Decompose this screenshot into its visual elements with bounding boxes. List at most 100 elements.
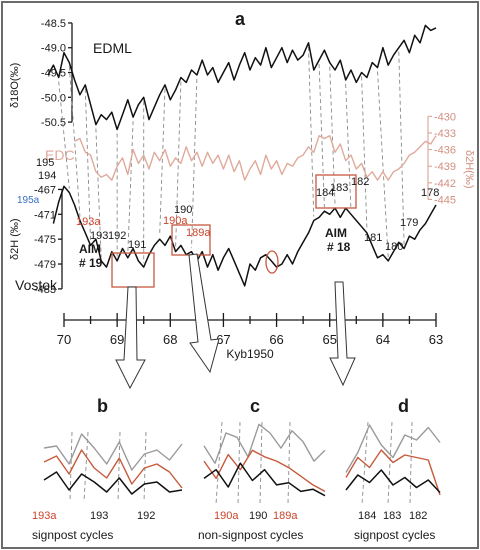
cycle-label-191: 191 xyxy=(128,239,146,251)
correlation-dash xyxy=(398,51,405,245)
series-label-edc: EDC xyxy=(45,147,75,163)
vostok-tick-label: -483 xyxy=(34,284,56,296)
correlation-dash xyxy=(345,83,352,211)
g-sub-d-dash xyxy=(387,421,393,505)
edml-tick-label: -49.5 xyxy=(41,68,66,80)
g-sub-c-dash xyxy=(259,421,263,505)
g-sub-d-dash xyxy=(409,421,413,505)
edc-curve xyxy=(74,135,437,181)
edml-tick-label: -50.0 xyxy=(41,92,66,104)
edc-tick-label: -430 xyxy=(434,111,456,123)
g-sub-c-red-curve xyxy=(203,449,326,493)
g-sub-b-dash xyxy=(143,431,147,503)
edc-tick-label: -433 xyxy=(434,128,456,140)
edml-tick-label: -50.5 xyxy=(41,117,66,129)
correlation-dash xyxy=(329,66,336,205)
g-sub-b-cycle-193a: 193a xyxy=(32,510,57,522)
vostok-tick-label: -471 xyxy=(34,209,56,221)
vostok-tick-label: -467 xyxy=(34,184,56,196)
series-label-vostok: Vostok xyxy=(15,277,58,293)
g-sub-d-black-curve xyxy=(345,469,441,494)
correlation-dash xyxy=(191,78,198,248)
subpanel-c: 190a 190 189a xyxy=(203,421,326,522)
g-sub-b-black-curve xyxy=(43,471,183,495)
cycle-label-190a: 190a xyxy=(163,215,188,227)
aim19-label-line1: AIM xyxy=(79,242,101,256)
aim19-label-line2: # 19 xyxy=(79,256,103,270)
correlation-dash xyxy=(84,88,92,242)
x-tick-label: 69 xyxy=(110,332,124,347)
g-sub-b-grey-curve xyxy=(43,433,183,471)
x-tick-label: 63 xyxy=(429,332,443,347)
panel-label-c: c xyxy=(250,396,260,416)
arrow-to-c xyxy=(188,253,220,374)
x-tick-label: 65 xyxy=(322,332,336,347)
caption-b: signpost cycles xyxy=(32,528,113,542)
box-d-region xyxy=(315,174,357,209)
panel-label-d: d xyxy=(398,396,409,416)
g-sub-c-cycle-190: 190 xyxy=(249,510,267,522)
correlation-dash xyxy=(308,46,315,217)
g-sub-b-dash xyxy=(69,431,73,503)
g-sub-b-red-curve xyxy=(43,449,183,489)
cycle-label-194: 194 xyxy=(38,170,56,182)
aim18-label-line2: # 18 xyxy=(327,240,351,254)
series-label-edml: EDML xyxy=(93,40,132,56)
g-sub-d-grey-curve xyxy=(345,424,441,473)
cycle-label-181: 181 xyxy=(364,232,382,244)
x-tick-label: 70 xyxy=(57,332,71,347)
edc-y-axis-title: δ2H(‰) xyxy=(463,150,475,189)
g-sub-c-cycle-189a: 189a xyxy=(273,510,298,522)
g-sub-c-cycle-190a: 190a xyxy=(214,510,239,522)
panel-label-b: b xyxy=(97,396,108,416)
x-tick-label: 66 xyxy=(269,332,283,347)
cycle-label-195: 195 xyxy=(36,157,54,169)
cycle-label-179: 179 xyxy=(400,217,418,229)
caption-c: non-signpost cycles xyxy=(198,528,303,542)
edc-tick-label: -445 xyxy=(434,194,456,206)
g-sub-d-cycle-184: 184 xyxy=(358,510,376,522)
subpanel-b: 193a 193 192 xyxy=(32,431,183,522)
arrow-to-b xyxy=(115,286,146,390)
cycle-label-184: 184 xyxy=(316,187,334,199)
g-sub-b-dash xyxy=(117,431,121,503)
cycle-label-193a: 193a xyxy=(76,216,101,228)
cycle-label-195a: 195a xyxy=(17,195,40,206)
correlation-dash xyxy=(58,81,70,189)
correlation-dash xyxy=(95,128,102,257)
g-sub-d-cycle-183: 183 xyxy=(383,510,401,522)
edc-tick-label: -436 xyxy=(434,145,456,157)
cycle-label-178: 178 xyxy=(421,187,439,199)
g-sub-d-cycle-182: 182 xyxy=(409,510,427,522)
cycle-label-182: 182 xyxy=(351,176,369,188)
vostok-y-axis-title: δ2H (‰) xyxy=(9,218,21,260)
g-sub-d-red-curve xyxy=(345,449,441,496)
edc-tick-label: -439 xyxy=(434,161,456,173)
x-tick-label: 67 xyxy=(216,332,230,347)
vostok-tick-label: -475 xyxy=(34,234,56,246)
vostok-curve xyxy=(52,185,437,287)
edml-curve xyxy=(47,24,437,131)
edc-y-axis: -430 -433 -436 -439 -442 -445 xyxy=(427,111,456,206)
cycle-label-183: 183 xyxy=(330,182,348,194)
edml-tick-label: -49.0 xyxy=(41,43,66,55)
edml-y-axis: -48.5 -49.0 -49.5 -50.0 -50.5 xyxy=(41,18,73,129)
aim18-label-line1: AIM xyxy=(325,226,347,240)
g-sub-b-dash xyxy=(83,431,89,503)
edml-tick-label: -48.5 xyxy=(41,18,66,30)
g-sub-c-black-curve xyxy=(203,462,326,497)
correlation-dash xyxy=(361,76,368,229)
g-sub-c-dash xyxy=(215,421,223,505)
circle-marker xyxy=(265,250,279,274)
arrow-to-d xyxy=(329,281,356,387)
cycle-label-190: 190 xyxy=(174,204,192,216)
vostok-tick-label: -479 xyxy=(34,259,56,271)
x-tick-label: 64 xyxy=(376,332,390,347)
cycle-label-192: 192 xyxy=(108,230,126,242)
g-sub-b-cycle-192: 192 xyxy=(137,510,155,522)
cycle-label-180: 180 xyxy=(385,241,403,253)
